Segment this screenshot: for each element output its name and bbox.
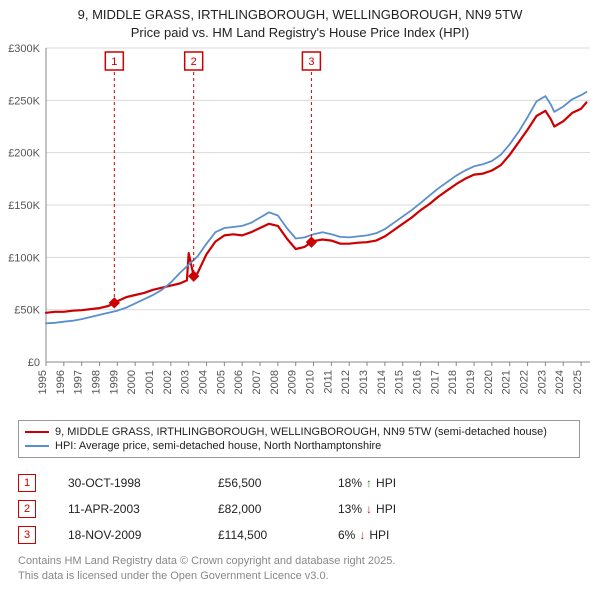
svg-text:1997: 1997: [73, 370, 85, 394]
legend-item: HPI: Average price, semi-detached house,…: [25, 439, 573, 453]
svg-text:2012: 2012: [340, 370, 352, 394]
svg-text:2009: 2009: [287, 370, 299, 394]
sale-row: 1 30-OCT-1998£56,50018% ↑ HPI: [18, 470, 580, 496]
svg-text:2010: 2010: [305, 370, 317, 394]
sale-marker: 1: [18, 474, 36, 492]
svg-text:2025: 2025: [572, 370, 584, 394]
svg-text:2022: 2022: [519, 370, 531, 394]
root: 9, MIDDLE GRASS, IRTHLINGBOROUGH, WELLIN…: [0, 0, 600, 590]
sale-price: £56,500: [218, 476, 338, 490]
svg-text:1: 1: [111, 56, 117, 68]
svg-text:£200K: £200K: [8, 148, 40, 160]
svg-text:£0: £0: [28, 357, 40, 369]
sales-table: 1 30-OCT-1998£56,50018% ↑ HPI 2 11-APR-2003£8…: [18, 470, 580, 548]
svg-text:£150K: £150K: [8, 200, 40, 212]
sale-marker: 2: [18, 500, 36, 518]
sale-marker: 3: [18, 526, 36, 544]
svg-text:2013: 2013: [358, 370, 370, 394]
svg-text:2024: 2024: [554, 370, 566, 394]
svg-text:2008: 2008: [269, 370, 281, 394]
sale-date: 18-NOV-2009: [68, 528, 218, 542]
footer-attribution: Contains HM Land Registry data © Crown c…: [18, 554, 395, 584]
svg-text:2019: 2019: [465, 370, 477, 394]
legend-label: HPI: Average price, semi-detached house,…: [55, 440, 381, 452]
svg-text:2021: 2021: [501, 370, 513, 394]
sale-delta-pct: 18%: [338, 476, 362, 490]
sale-price: £82,000: [218, 502, 338, 516]
arrow-down-icon: ↓: [359, 528, 365, 542]
svg-text:2017: 2017: [429, 370, 441, 394]
sale-date: 11-APR-2003: [68, 502, 218, 516]
title-line-2: Price paid vs. HM Land Registry's House …: [0, 24, 600, 42]
svg-text:2018: 2018: [447, 370, 459, 394]
sale-delta: 18% ↑ HPI: [338, 476, 396, 490]
svg-text:3: 3: [308, 56, 314, 68]
svg-text:2014: 2014: [376, 370, 388, 394]
legend-swatch: [25, 431, 49, 433]
chart-area: £0 £50K £100K £150K £200K £250K £300K 1995 1996 1…: [0, 44, 600, 414]
svg-text:2002: 2002: [162, 370, 174, 394]
chart-title: 9, MIDDLE GRASS, IRTHLINGBOROUGH, WELLIN…: [0, 0, 600, 41]
svg-text:2023: 2023: [536, 370, 548, 394]
sale-row: 3 18-NOV-2009£114,5006% ↓ HPI: [18, 522, 580, 548]
sale-delta: 13% ↓ HPI: [338, 502, 396, 516]
sale-delta: 6% ↓ HPI: [338, 528, 389, 542]
sale-price: £114,500: [218, 528, 338, 542]
legend-swatch: [25, 445, 49, 447]
svg-text:1998: 1998: [91, 370, 103, 394]
svg-text:2016: 2016: [412, 370, 424, 394]
svg-text:2007: 2007: [251, 370, 263, 394]
footer-line-1: Contains HM Land Registry data © Crown c…: [18, 554, 395, 569]
sale-delta-pct: 13%: [338, 502, 362, 516]
svg-text:1995: 1995: [37, 370, 49, 394]
arrow-down-icon: ↓: [366, 502, 372, 516]
svg-text:2004: 2004: [198, 370, 210, 394]
sale-delta-suffix: HPI: [376, 476, 396, 490]
svg-text:2001: 2001: [144, 370, 156, 394]
svg-text:£250K: £250K: [8, 95, 40, 107]
sale-row: 2 11-APR-2003£82,00013% ↓ HPI: [18, 496, 580, 522]
svg-text:2000: 2000: [126, 370, 138, 394]
line-chart: £0 £50K £100K £150K £200K £250K £300K 1995 1996 1…: [0, 44, 600, 414]
svg-text:£300K: £300K: [8, 44, 40, 55]
svg-text:£100K: £100K: [8, 252, 40, 264]
svg-text:1996: 1996: [55, 370, 67, 394]
svg-text:2015: 2015: [394, 370, 406, 394]
arrow-up-icon: ↑: [366, 476, 372, 490]
sale-date: 30-OCT-1998: [68, 476, 218, 490]
svg-text:2005: 2005: [215, 370, 227, 394]
svg-text:2011: 2011: [322, 370, 334, 394]
sale-delta-pct: 6%: [338, 528, 355, 542]
svg-text:1999: 1999: [108, 370, 120, 394]
sale-delta-suffix: HPI: [369, 528, 389, 542]
sale-delta-suffix: HPI: [376, 502, 396, 516]
legend-item: 9, MIDDLE GRASS, IRTHLINGBOROUGH, WELLIN…: [25, 425, 573, 439]
svg-text:2003: 2003: [180, 370, 192, 394]
svg-text:2006: 2006: [233, 370, 245, 394]
svg-text:2020: 2020: [483, 370, 495, 394]
legend: 9, MIDDLE GRASS, IRTHLINGBOROUGH, WELLIN…: [18, 420, 580, 458]
svg-text:2: 2: [191, 56, 197, 68]
legend-label: 9, MIDDLE GRASS, IRTHLINGBOROUGH, WELLIN…: [55, 426, 547, 438]
svg-text:£50K: £50K: [14, 305, 40, 317]
footer-line-2: This data is licensed under the Open Gov…: [18, 569, 395, 584]
title-line-1: 9, MIDDLE GRASS, IRTHLINGBOROUGH, WELLIN…: [0, 6, 600, 24]
